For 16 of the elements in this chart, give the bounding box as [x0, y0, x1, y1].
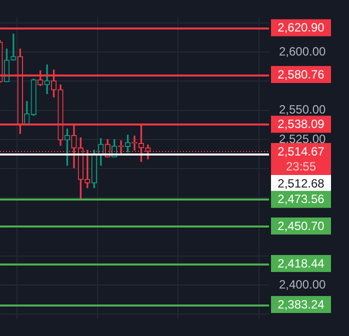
y-tick-label: 2,550.00	[279, 102, 326, 117]
y-tick-label: 2,400.00	[279, 277, 326, 292]
ref-line-label: 2,512.68	[278, 176, 325, 190]
ref-line-label: 2,580.76	[278, 67, 325, 82]
y-tick-label: 2,600.00	[279, 44, 326, 58]
ref-line-label: 2,473.56	[278, 192, 325, 206]
ref-line-label: 2,450.70	[278, 218, 325, 233]
text: 23:55	[286, 159, 316, 174]
ref-line-label: 2,620.90	[278, 20, 325, 35]
candlestick	[44, 64, 50, 94]
ref-line-label: 2,514.67	[278, 144, 325, 158]
ref-line-label: 2,538.09	[278, 117, 325, 132]
ref-line-label: 2,418.44	[278, 256, 325, 270]
y-tick-label: 2,525.00	[279, 132, 326, 146]
ref-line-label: 2,383.24	[278, 297, 325, 312]
candlestick	[10, 34, 16, 61]
